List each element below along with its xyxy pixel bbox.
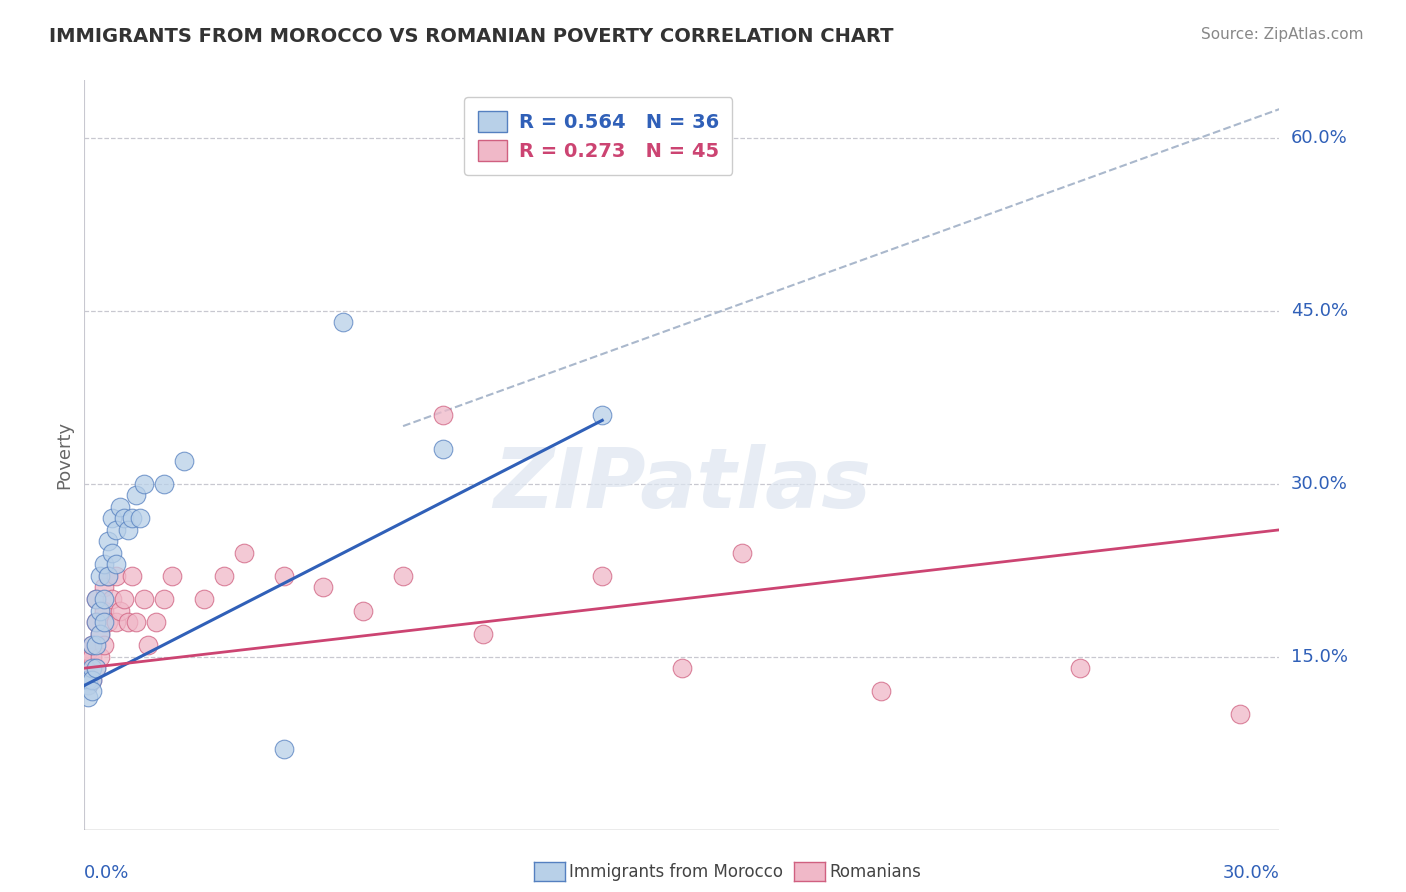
- Point: [93, 603, 115, 617]
- Point: [105, 615, 128, 629]
- Point: [1069, 661, 1091, 675]
- Point: [432, 442, 454, 457]
- Text: 60.0%: 60.0%: [1291, 129, 1347, 147]
- Text: Romanians: Romanians: [830, 863, 921, 881]
- Point: [105, 523, 128, 537]
- Point: [117, 615, 139, 629]
- Point: [93, 558, 115, 572]
- Point: [731, 546, 754, 560]
- Point: [132, 476, 156, 491]
- Text: 15.0%: 15.0%: [1291, 648, 1347, 665]
- Point: [82, 673, 104, 687]
- Point: [101, 511, 124, 525]
- Point: [77, 673, 100, 687]
- Point: [136, 638, 159, 652]
- Point: [273, 742, 295, 756]
- Point: [591, 569, 613, 583]
- Point: [471, 626, 494, 640]
- Point: [160, 569, 183, 583]
- Point: [105, 569, 128, 583]
- Point: [153, 476, 176, 491]
- Point: [86, 615, 108, 629]
- Point: [77, 644, 100, 658]
- Text: Source: ZipAtlas.com: Source: ZipAtlas.com: [1201, 27, 1364, 42]
- Legend: R = 0.564   N = 36, R = 0.273   N = 45: R = 0.564 N = 36, R = 0.273 N = 45: [464, 97, 733, 175]
- Point: [273, 569, 295, 583]
- Point: [392, 569, 415, 583]
- Point: [82, 684, 104, 698]
- Point: [86, 661, 108, 675]
- Point: [101, 592, 124, 607]
- Point: [112, 511, 135, 525]
- Point: [352, 603, 374, 617]
- Point: [89, 569, 111, 583]
- Point: [86, 592, 108, 607]
- Text: 30.0%: 30.0%: [1223, 864, 1279, 882]
- Point: [117, 523, 139, 537]
- Point: [82, 649, 104, 664]
- Y-axis label: Poverty: Poverty: [55, 421, 73, 489]
- Text: IMMIGRANTS FROM MOROCCO VS ROMANIAN POVERTY CORRELATION CHART: IMMIGRANTS FROM MOROCCO VS ROMANIAN POVE…: [49, 27, 894, 45]
- Point: [312, 581, 335, 595]
- Point: [173, 453, 195, 467]
- Point: [145, 615, 167, 629]
- Point: [432, 408, 454, 422]
- Point: [77, 678, 100, 692]
- Point: [86, 638, 108, 652]
- Point: [93, 581, 115, 595]
- Text: ZIPatlas: ZIPatlas: [494, 444, 870, 525]
- Point: [77, 678, 100, 692]
- Point: [101, 546, 124, 560]
- Point: [82, 638, 104, 652]
- Point: [97, 534, 120, 549]
- Text: 45.0%: 45.0%: [1291, 301, 1348, 320]
- Point: [89, 626, 111, 640]
- Point: [112, 592, 135, 607]
- Point: [1229, 707, 1251, 722]
- Point: [93, 638, 115, 652]
- Point: [212, 569, 235, 583]
- Point: [671, 661, 693, 675]
- Point: [86, 615, 108, 629]
- Text: Immigrants from Morocco: Immigrants from Morocco: [569, 863, 783, 881]
- Point: [125, 615, 148, 629]
- Point: [132, 592, 156, 607]
- Point: [193, 592, 215, 607]
- Point: [591, 408, 613, 422]
- Point: [121, 569, 143, 583]
- Point: [105, 558, 128, 572]
- Point: [86, 592, 108, 607]
- Point: [82, 638, 104, 652]
- Point: [89, 649, 111, 664]
- Point: [153, 592, 176, 607]
- Point: [110, 603, 132, 617]
- Point: [77, 690, 100, 704]
- Point: [82, 673, 104, 687]
- Point: [110, 500, 132, 514]
- Text: 0.0%: 0.0%: [84, 864, 129, 882]
- Text: 30.0%: 30.0%: [1291, 475, 1347, 492]
- Point: [93, 615, 115, 629]
- Point: [121, 511, 143, 525]
- Point: [332, 315, 354, 329]
- Point: [86, 661, 108, 675]
- Point: [870, 684, 893, 698]
- Point: [89, 603, 111, 617]
- Point: [93, 592, 115, 607]
- Point: [97, 569, 120, 583]
- Point: [232, 546, 254, 560]
- Point: [129, 511, 152, 525]
- Point: [97, 569, 120, 583]
- Point: [89, 626, 111, 640]
- Point: [82, 661, 104, 675]
- Point: [512, 153, 534, 168]
- Point: [125, 488, 148, 502]
- Point: [97, 615, 120, 629]
- Point: [77, 661, 100, 675]
